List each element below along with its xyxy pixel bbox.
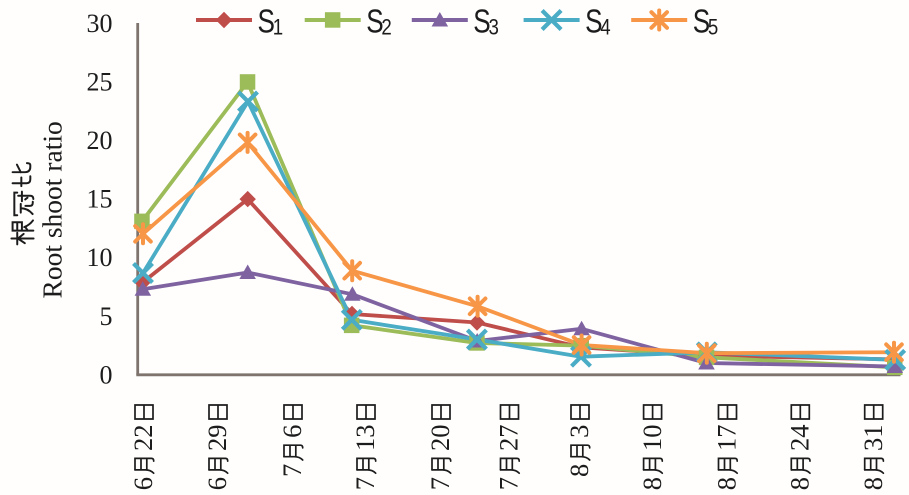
svg-text:20: 20 (87, 126, 113, 155)
svg-text:3: 3 (858, 438, 888, 451)
svg-text:6: 6 (128, 477, 158, 490)
svg-text:0: 0 (637, 424, 667, 437)
svg-text:4: 4 (785, 424, 815, 437)
svg-text:2: 2 (128, 438, 158, 451)
svg-text:9: 9 (202, 424, 232, 437)
svg-text:7: 7 (712, 424, 742, 437)
svg-text:7: 7 (425, 477, 455, 490)
svg-text:4: 4 (600, 16, 610, 40)
svg-text:S: S (693, 4, 710, 41)
svg-text:15: 15 (87, 185, 113, 214)
svg-text:8: 8 (564, 464, 594, 477)
svg-text:S: S (585, 4, 602, 41)
svg-text:1: 1 (637, 438, 667, 451)
svg-text:3: 3 (489, 16, 499, 40)
svg-text:5: 5 (708, 16, 718, 40)
svg-text:8: 8 (858, 477, 888, 490)
svg-text:1: 1 (858, 424, 888, 437)
svg-text:S: S (258, 4, 275, 41)
svg-text:10: 10 (87, 243, 113, 272)
svg-text:7: 7 (277, 464, 307, 477)
svg-text:2: 2 (202, 438, 232, 451)
svg-text:30: 30 (87, 9, 113, 38)
svg-text:25: 25 (87, 68, 113, 97)
svg-text:3: 3 (564, 425, 594, 438)
svg-text:1: 1 (712, 438, 742, 451)
svg-text:6: 6 (277, 425, 307, 438)
svg-text:2: 2 (785, 438, 815, 451)
svg-text:3: 3 (350, 424, 380, 437)
svg-text:8: 8 (785, 477, 815, 490)
svg-text:0: 0 (100, 360, 113, 389)
svg-text:7: 7 (350, 477, 380, 490)
svg-text:5: 5 (100, 302, 113, 331)
svg-text:Root shoot ratio: Root shoot ratio (37, 121, 68, 298)
svg-text:S: S (473, 4, 490, 41)
svg-text:2: 2 (381, 16, 391, 40)
svg-text:8: 8 (637, 477, 667, 490)
svg-text:0: 0 (425, 424, 455, 437)
svg-text:1: 1 (273, 16, 283, 40)
svg-text:2: 2 (128, 424, 158, 437)
svg-text:S: S (366, 4, 383, 41)
svg-text:2: 2 (425, 438, 455, 451)
svg-text:7: 7 (494, 424, 524, 437)
svg-text:8: 8 (712, 477, 742, 490)
svg-text:7: 7 (494, 477, 524, 490)
svg-text:2: 2 (494, 438, 524, 451)
svg-text:6: 6 (202, 477, 232, 490)
svg-text:1: 1 (350, 438, 380, 451)
